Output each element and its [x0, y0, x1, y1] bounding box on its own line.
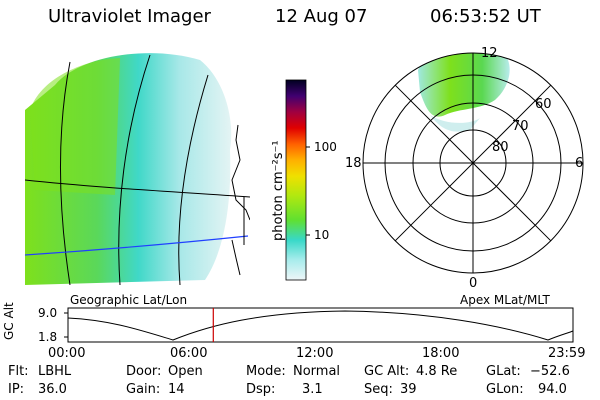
info-gcalt-label: GC Alt: — [364, 364, 410, 379]
altitude-xtick: 12:00 — [296, 346, 334, 361]
geo-map-image — [25, 53, 250, 285]
info-mode-value: Normal — [293, 364, 341, 379]
altitude-axis-label: GC Alt — [2, 302, 16, 340]
info-filter-value: LBHL — [38, 364, 72, 379]
info-glat-value: −52.6 — [530, 364, 570, 379]
polar-plot-label: Apex MLat/MLT — [460, 293, 550, 307]
info-ip-value: 36.0 — [38, 382, 67, 397]
coastline — [231, 124, 250, 221]
info-mode-label: Mode: — [246, 364, 286, 379]
geo-meridian — [118, 54, 151, 285]
altitude-xtick: 06:00 — [170, 346, 208, 361]
geo-blue-line — [25, 235, 249, 256]
altitude-plot — [64, 307, 574, 343]
polar-lat-80: 80 — [492, 140, 509, 155]
instrument-title: Ultraviolet Imager — [48, 6, 211, 27]
altitude-ytick-low: 1.8 — [38, 330, 58, 344]
altitude-xtick: 23:59 — [548, 346, 586, 361]
colorbar-tick-10: 10 — [314, 228, 330, 242]
geo-meridian — [60, 61, 71, 285]
info-glon-value: 94.0 — [538, 382, 567, 397]
altitude-ytick-high: 9.0 — [38, 306, 58, 320]
polar-label-18: 18 — [345, 156, 362, 171]
info-seq-label: Seq: — [364, 382, 393, 397]
polar-lat-70: 70 — [512, 119, 529, 134]
polar-plot — [362, 52, 584, 274]
colorbar-tick-100: 100 — [314, 140, 337, 154]
image-date: 12 Aug 07 — [275, 6, 368, 27]
info-door-label: Door: — [126, 364, 162, 379]
polar-label-0: 0 — [469, 276, 478, 291]
polar-lat-60: 60 — [535, 97, 552, 112]
altitude-xtick: 18:00 — [422, 346, 460, 361]
polar-aurora-emission — [418, 53, 510, 117]
polar-label-6: 6 — [575, 156, 584, 171]
info-ip-label: IP: — [8, 382, 25, 397]
info-seq-value: 39 — [400, 382, 417, 397]
altitude-curve — [67, 310, 574, 341]
geo-parallel — [25, 179, 250, 198]
info-door-value: Open — [168, 364, 203, 379]
info-gain-value: 14 — [168, 382, 185, 397]
image-time: 06:53:52 UT — [430, 6, 541, 27]
info-glat-label: GLat: — [486, 364, 521, 379]
info-dsp-value: 3.1 — [302, 382, 323, 397]
info-gcalt-value: 4.8 Re — [416, 364, 458, 379]
geo-meridian — [178, 74, 209, 285]
polar-label-12: 12 — [481, 46, 498, 61]
info-glon-label: GLon: — [486, 382, 524, 397]
info-gain-label: Gain: — [126, 382, 161, 397]
geo-map-label: Geographic Lat/Lon — [70, 293, 188, 307]
colorbar-unit-label: photon cm⁻²s⁻¹ — [271, 140, 286, 241]
altitude-xtick: 00:00 — [48, 346, 86, 361]
colorbar — [285, 79, 307, 281]
info-dsp-label: Dsp: — [246, 382, 276, 397]
info-filter-label: Flt: — [8, 364, 29, 379]
